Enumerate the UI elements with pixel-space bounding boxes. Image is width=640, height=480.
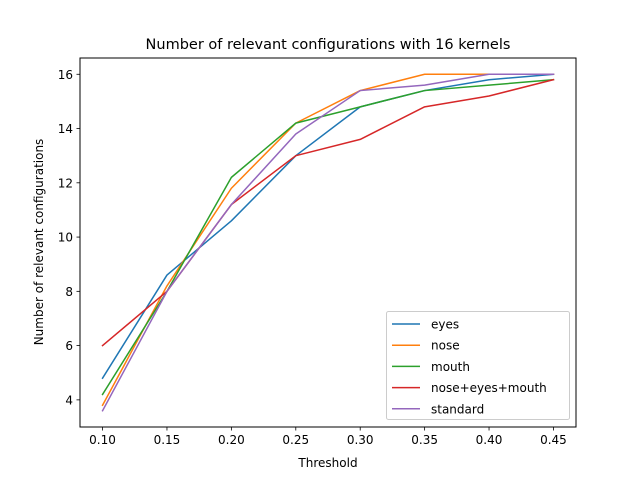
- x-axis-label: Threshold: [297, 456, 357, 470]
- series-line-nose: [101, 73, 555, 407]
- legend-item: mouth: [392, 360, 470, 374]
- legend-label: nose+eyes+mouth: [431, 381, 547, 395]
- x-tick-label: 0.15: [154, 433, 181, 447]
- series-line-standard: [101, 73, 555, 412]
- series-layer: [101, 73, 555, 412]
- legend-item: eyes: [392, 318, 459, 332]
- x-tick-label: 0.10: [89, 433, 116, 447]
- legend-label: mouth: [431, 360, 470, 374]
- legend-box: [386, 311, 570, 420]
- legend-label: eyes: [431, 318, 459, 332]
- x-tick-label: 0.35: [411, 433, 438, 447]
- x-tick-label: 0.30: [347, 433, 374, 447]
- x-tick-label: 0.25: [282, 433, 309, 447]
- legend-label: standard: [431, 402, 484, 416]
- legend-item: nose+eyes+mouth: [392, 381, 547, 395]
- series-line-eyes: [101, 73, 555, 380]
- legend-item: standard: [392, 402, 484, 416]
- x-axis: 0.10 0.15 0.20 0.25 0.30 0.35 0.40 0.45: [89, 427, 567, 447]
- x-tick-label: 0.45: [540, 433, 567, 447]
- plot-frame: [79, 57, 577, 428]
- legend-label: nose: [431, 339, 460, 353]
- y-tick-label: 10: [58, 231, 73, 245]
- series-line-mouth: [101, 78, 555, 396]
- legend-item: nose: [392, 339, 460, 353]
- y-tick-label: 16: [58, 68, 73, 82]
- chart-title: Number of relevant configurations with 1…: [146, 37, 511, 53]
- y-tick-label: 12: [58, 176, 73, 190]
- y-tick-label: 14: [58, 122, 73, 136]
- x-tick-label: 0.40: [476, 433, 503, 447]
- y-tick-label: 6: [65, 339, 73, 353]
- x-tick-label: 0.20: [218, 433, 245, 447]
- y-tick-label: 4: [65, 393, 73, 407]
- legend: eyes nose mouth nose+eyes+mouth standard: [386, 311, 570, 420]
- series-line-nose-eyes-mouth: [101, 78, 555, 347]
- y-tick-label: 8: [65, 285, 73, 299]
- y-axis: 4 6 8 10 12 14 16: [58, 68, 80, 407]
- y-axis-label: Number of relevant configurations: [32, 139, 46, 346]
